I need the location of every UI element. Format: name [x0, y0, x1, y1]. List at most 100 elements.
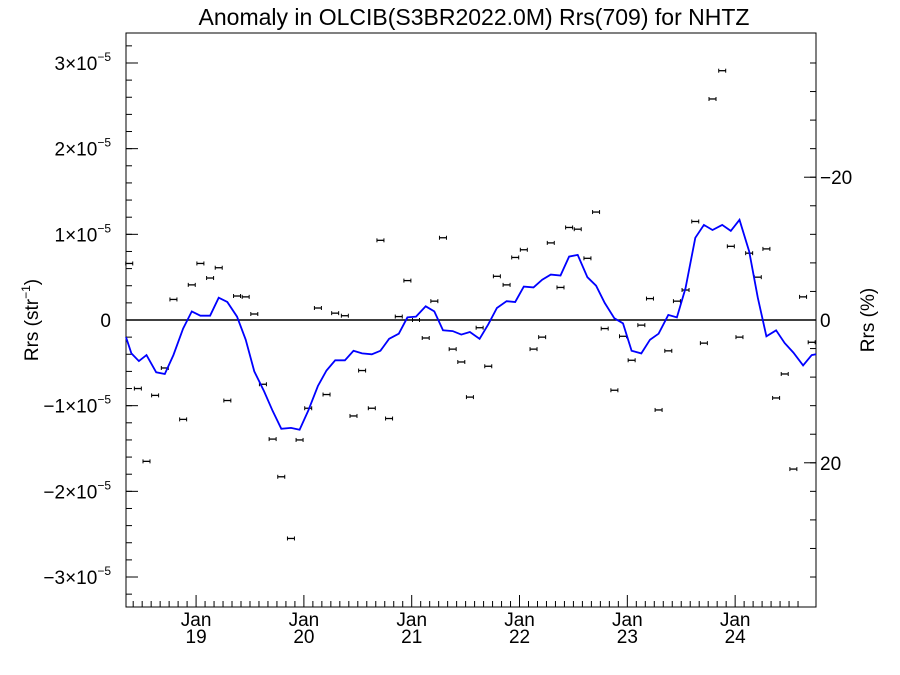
- left-y-axis: 3×10−5 2×10−5 1×10−5 0 −1×10−5 −2×10−5 −3×10−5: [43, 45, 138, 595]
- data-point: [385, 416, 394, 421]
- x-tick-month: Jan: [181, 610, 212, 631]
- smoothed-anomaly-line: [125, 217, 817, 431]
- data-point: [592, 210, 601, 215]
- x-tick-year: 20: [293, 627, 314, 648]
- x-tick-month: Jan: [720, 610, 751, 631]
- data-point: [151, 393, 160, 398]
- data-point: [277, 474, 286, 479]
- data-point: [394, 314, 403, 319]
- data-point: [206, 276, 215, 281]
- data-point: [241, 294, 250, 299]
- data-point: [519, 247, 528, 252]
- right-tick-label: −20: [820, 168, 852, 189]
- data-point: [492, 274, 501, 279]
- data-point: [465, 395, 474, 400]
- data-point: [133, 386, 142, 391]
- left-tick-label: 3×10−5: [55, 50, 112, 75]
- data-point: [349, 413, 358, 418]
- data-point: [753, 275, 762, 280]
- data-point: [457, 359, 466, 364]
- data-point: [565, 225, 574, 230]
- data-point: [619, 334, 628, 339]
- data-point: [448, 347, 457, 352]
- anomaly-points: [125, 68, 816, 541]
- x-tick-month: Jan: [396, 610, 427, 631]
- data-point: [340, 313, 349, 318]
- data-point: [142, 459, 151, 464]
- data-point: [233, 294, 242, 299]
- data-point: [179, 417, 188, 422]
- x-tick-month: Jan: [612, 610, 643, 631]
- data-point: [799, 294, 808, 299]
- x-tick-year: 19: [186, 627, 207, 648]
- data-point: [654, 407, 663, 412]
- data-point: [600, 326, 609, 331]
- left-tick-label: −3×10−5: [43, 564, 111, 589]
- data-point: [331, 311, 340, 316]
- data-point: [735, 335, 744, 340]
- data-point: [789, 467, 798, 472]
- data-point: [286, 536, 295, 541]
- left-tick-label: −2×10−5: [43, 478, 111, 503]
- data-point: [376, 238, 385, 243]
- data-point: [672, 299, 681, 304]
- data-point: [367, 406, 376, 411]
- data-point: [780, 371, 789, 376]
- chart-title: Anomaly in OLCIB(S3BR2022.0M) Rrs(709) f…: [199, 4, 750, 30]
- data-point: [502, 282, 511, 287]
- x-tick-year: 21: [401, 627, 422, 648]
- right-y-axis: −20 0 20: [804, 62, 852, 578]
- data-point: [511, 255, 520, 260]
- data-point: [484, 364, 493, 369]
- data-point: [691, 219, 700, 224]
- data-point: [772, 395, 781, 400]
- data-point: [637, 323, 646, 328]
- data-point: [529, 347, 538, 352]
- data-point: [610, 388, 619, 393]
- x-tick-year: 24: [725, 627, 747, 648]
- right-axis-title: Rrs (%): [858, 288, 879, 352]
- data-point: [538, 335, 547, 340]
- data-point: [645, 296, 654, 301]
- data-point: [583, 256, 592, 261]
- data-point: [196, 261, 205, 266]
- data-point: [403, 278, 412, 283]
- data-point: [304, 406, 313, 411]
- data-point: [187, 282, 196, 287]
- data-point: [358, 368, 367, 373]
- data-point: [699, 341, 708, 346]
- left-tick-label: 2×10−5: [55, 136, 112, 161]
- left-tick-label: 1×10−5: [55, 221, 112, 246]
- data-point: [295, 437, 304, 442]
- data-point: [313, 306, 322, 311]
- data-point: [214, 265, 223, 270]
- data-point: [169, 297, 178, 302]
- data-point: [268, 437, 277, 442]
- data-point: [430, 299, 439, 304]
- data-point: [250, 312, 259, 317]
- x-tick-year: 22: [509, 627, 530, 648]
- right-tick-label: 0: [820, 311, 831, 332]
- data-point: [125, 261, 134, 266]
- data-point: [475, 325, 484, 330]
- data-point: [807, 340, 816, 345]
- right-tick-label: 20: [820, 454, 841, 475]
- data-point: [546, 240, 555, 245]
- data-point: [412, 318, 421, 322]
- data-point: [556, 285, 565, 290]
- data-point: [438, 235, 447, 240]
- data-point: [664, 348, 673, 353]
- x-tick-year: 23: [617, 627, 638, 648]
- left-tick-label: 0: [100, 311, 111, 332]
- x-tick-month: Jan: [504, 610, 535, 631]
- data-point: [762, 246, 771, 251]
- data-point: [708, 96, 717, 101]
- left-tick-label: −1×10−5: [43, 393, 111, 418]
- data-point: [322, 392, 331, 397]
- data-point: [627, 358, 636, 363]
- data-point: [573, 227, 582, 232]
- data-point: [726, 244, 735, 249]
- left-axis-title: Rrs (str−1): [19, 279, 43, 361]
